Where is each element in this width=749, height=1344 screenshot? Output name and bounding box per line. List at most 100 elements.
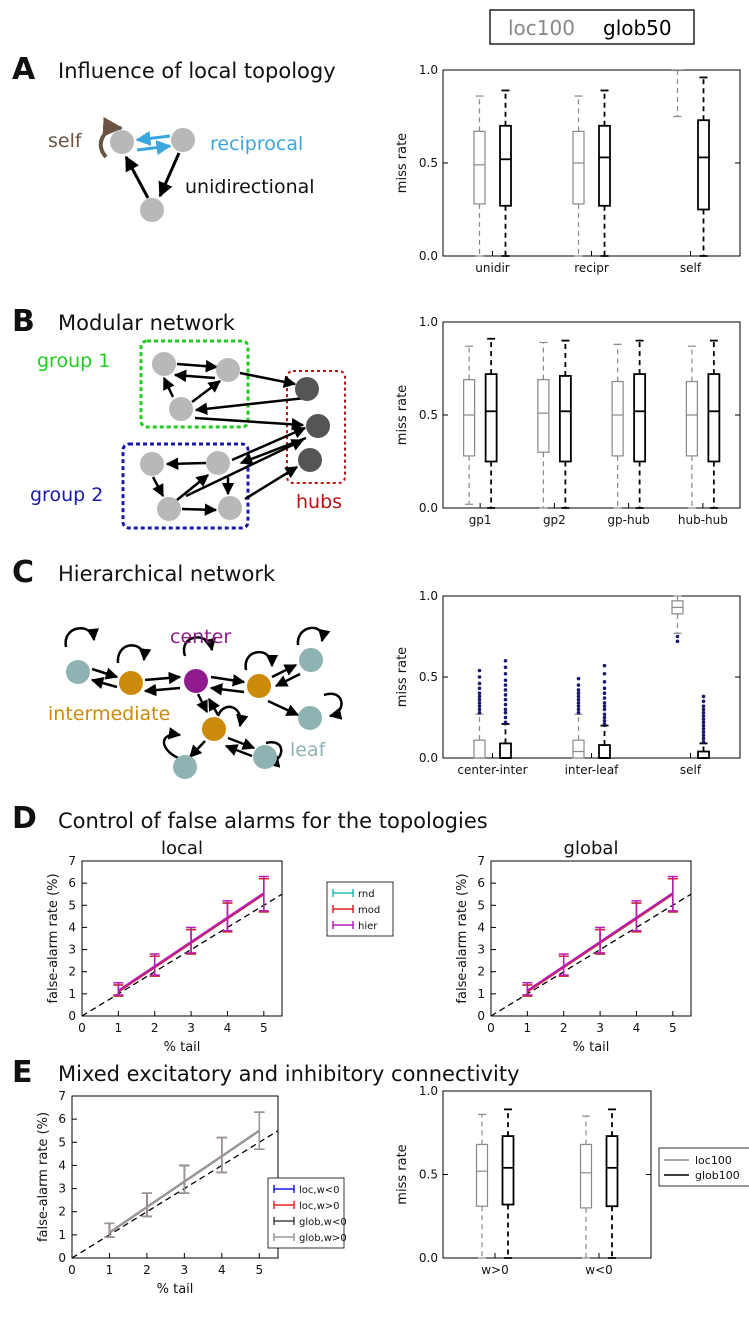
group2-box — [121, 442, 250, 530]
legend-label: mod — [358, 905, 380, 916]
chart-title: global — [564, 838, 619, 859]
box-flier — [602, 715, 607, 720]
box-flier — [701, 723, 706, 728]
reciprocal-arrow — [136, 140, 172, 156]
panel-a-letter: A — [12, 52, 36, 87]
edge-arrow — [267, 699, 300, 717]
y-tick-label: 0.0 — [419, 501, 438, 515]
box-flier — [701, 694, 706, 699]
y-tick-label: 0.5 — [419, 156, 438, 170]
box-flier — [576, 704, 581, 708]
unidirectional-arrow — [158, 152, 181, 198]
node — [171, 128, 195, 152]
y-tick-label: 1 — [68, 987, 76, 1001]
leaf-node — [173, 755, 197, 779]
box — [598, 124, 611, 207]
box — [572, 130, 585, 205]
box — [475, 1143, 489, 1207]
x-tick-label: 0 — [78, 1021, 86, 1035]
group1-node — [216, 358, 240, 382]
legend-topologies: rnd mod hier — [326, 881, 394, 937]
box-flier — [602, 696, 607, 700]
center-node — [184, 669, 208, 693]
reference-line — [490, 893, 692, 1017]
box — [463, 379, 476, 457]
legend-glob: glob50 — [603, 16, 672, 40]
x-axis-label: % tail — [164, 1040, 201, 1055]
box — [501, 1135, 515, 1206]
box-flier — [576, 707, 581, 712]
node — [140, 198, 164, 222]
intermediate-node — [202, 717, 226, 741]
box-flier — [602, 691, 607, 695]
box-flier — [576, 701, 581, 705]
legend-label: rnd — [358, 889, 375, 900]
y-axis-label: false-alarm rate (%) — [46, 873, 61, 1003]
intermediate-node — [119, 671, 143, 695]
box-flier — [576, 697, 581, 702]
box-flier — [602, 707, 607, 712]
y-tick-label: 2 — [68, 965, 76, 979]
legend-label: loc,w<0 — [299, 1185, 340, 1196]
box-flier — [576, 683, 581, 687]
box-flier — [576, 676, 581, 681]
box-flier — [477, 675, 482, 679]
box-flier — [503, 665, 508, 670]
y-tick-label: 5 — [68, 898, 76, 912]
y-axis-label: false-alarm rate (%) — [36, 1112, 51, 1242]
box-flier — [701, 704, 706, 708]
label-center: center — [170, 626, 231, 648]
hub-node — [295, 377, 319, 401]
diagram-local-topology: self reciprocal unidirectional — [48, 116, 315, 222]
legend-label: hier — [358, 921, 378, 932]
box-flier — [675, 639, 680, 644]
x-tick-label: 2 — [560, 1021, 568, 1035]
self-loop-arrow — [64, 627, 99, 648]
legend-box — [658, 1147, 749, 1187]
y-axis-label: miss rate — [395, 647, 410, 707]
box-flier — [503, 715, 508, 720]
edge-arrow — [151, 476, 165, 498]
legend-label: glob100 — [695, 1169, 740, 1182]
panel-c-letter: C — [12, 555, 34, 590]
self-loop-arrow — [162, 727, 182, 760]
x-tick-label: 1 — [115, 1021, 123, 1035]
x-tick-label: 3 — [187, 1021, 195, 1035]
y-tick-label: 3 — [58, 1182, 66, 1196]
leaf-node — [253, 745, 277, 769]
box-flier — [477, 704, 482, 708]
box-flier — [701, 733, 706, 738]
edge-arrow — [90, 677, 118, 690]
edge-arrow — [189, 740, 206, 758]
edge-arrow — [181, 503, 218, 516]
header-legend: loc100 glob50 — [489, 9, 695, 45]
y-tick-label: 0.5 — [419, 408, 438, 422]
x-tick-label: 4 — [218, 1263, 226, 1277]
label-hubs: hubs — [296, 491, 342, 513]
y-axis-label: miss rate — [395, 385, 410, 445]
group1-node — [169, 397, 193, 421]
chart-false-alarm-mixed: 0 1 2 3 4 5 0 1 2 3 4 5 6 7 % tail false-alarm rate (%)… — [36, 1089, 347, 1297]
reference-line — [71, 1130, 279, 1259]
x-tick-label: w<0 — [585, 1263, 613, 1277]
edge-arrow — [210, 674, 246, 687]
box-flier — [701, 714, 706, 718]
y-tick-label: 4 — [68, 920, 76, 934]
box — [558, 375, 572, 463]
x-tick-label: unidir — [475, 261, 509, 275]
y-tick-label: 0 — [477, 1009, 485, 1023]
box — [473, 739, 486, 759]
box-flier — [503, 697, 508, 702]
x-tick-label: 3 — [181, 1263, 189, 1277]
group2-node — [218, 496, 242, 520]
y-tick-label: 0.5 — [419, 1168, 438, 1182]
x-tick-label: self — [680, 261, 702, 275]
edge-arrow — [224, 744, 253, 758]
panel-e-title: Mixed excitatory and inhibitory connecti… — [58, 1062, 520, 1086]
self-loop-arrow — [244, 650, 279, 671]
y-tick-label: 5 — [58, 1135, 66, 1149]
box-flier — [602, 704, 607, 708]
self-loop-arrow — [296, 626, 331, 646]
edge-arrow — [176, 359, 219, 373]
box-flier — [602, 701, 607, 705]
